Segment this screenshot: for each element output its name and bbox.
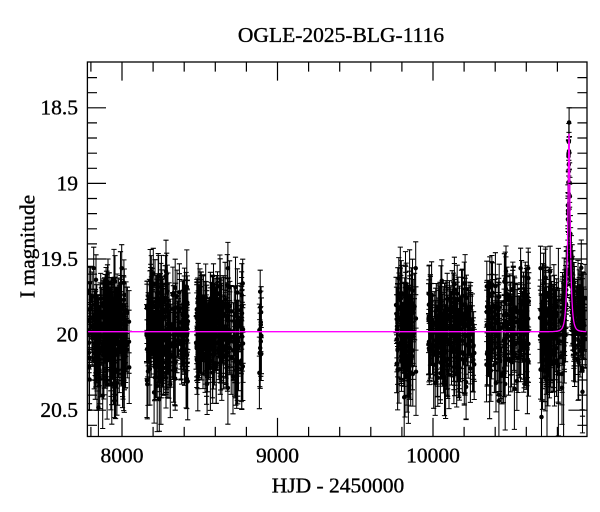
svg-text:OGLE-2025-BLG-1116: OGLE-2025-BLG-1116 [238,23,444,47]
svg-text:HJD - 2450000: HJD - 2450000 [272,474,405,498]
svg-text:19: 19 [57,171,79,195]
svg-text:20: 20 [57,323,79,347]
svg-text:19.5: 19.5 [40,247,78,271]
svg-text:18.5: 18.5 [40,96,78,120]
svg-text:20.5: 20.5 [40,398,78,422]
svg-text:10000: 10000 [406,444,460,468]
svg-text:8000: 8000 [101,444,144,468]
svg-text:9000: 9000 [256,444,299,468]
svg-text:I magnitude: I magnitude [16,195,40,298]
